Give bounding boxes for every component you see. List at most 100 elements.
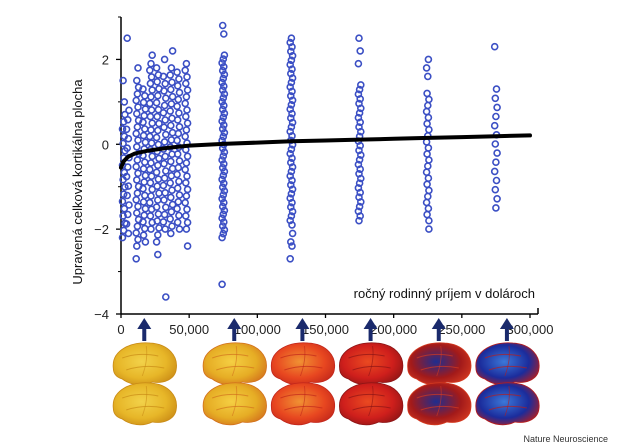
data-point — [355, 34, 363, 43]
data-point — [147, 59, 155, 68]
data-point — [219, 210, 228, 219]
data-point — [141, 158, 149, 166]
data-point — [491, 185, 500, 194]
data-point — [124, 134, 133, 143]
data-point — [174, 95, 183, 104]
x-tick-label: 250,000 — [438, 322, 485, 337]
data-point — [147, 192, 155, 200]
data-point — [181, 99, 189, 108]
data-point — [141, 105, 150, 113]
data-point — [147, 139, 156, 147]
data-point — [423, 119, 431, 128]
data-point — [354, 184, 363, 192]
data-point — [183, 106, 191, 114]
data-point — [119, 212, 127, 220]
data-point — [490, 121, 499, 130]
data-point — [134, 136, 142, 144]
data-point — [175, 88, 184, 97]
data-point — [288, 176, 296, 185]
data-point — [134, 64, 142, 72]
data-point — [154, 210, 163, 218]
data-point — [162, 167, 170, 175]
data-point — [161, 116, 169, 124]
data-point — [286, 149, 295, 158]
x-tick-label: 100,000 — [234, 322, 281, 337]
data-point — [354, 113, 363, 122]
data-point — [286, 181, 295, 189]
data-point — [286, 47, 295, 56]
data-point — [424, 144, 433, 152]
data-point — [132, 196, 140, 204]
data-point — [166, 179, 174, 187]
data-point — [220, 198, 228, 207]
data-point — [355, 216, 363, 225]
data-point — [134, 169, 142, 178]
data-point — [492, 176, 501, 185]
data-point — [139, 98, 148, 107]
data-point — [119, 118, 128, 126]
data-point — [286, 238, 295, 246]
data-point — [175, 177, 183, 186]
data-point — [288, 96, 297, 105]
data-point — [121, 183, 129, 191]
brain-map-medial — [475, 382, 540, 426]
data-point — [288, 185, 297, 194]
data-point — [424, 174, 433, 182]
data-point — [355, 109, 364, 117]
data-point — [288, 43, 296, 51]
data-point — [287, 56, 296, 65]
data-point — [162, 293, 170, 301]
data-point — [119, 139, 127, 148]
data-point — [168, 78, 176, 87]
data-point — [422, 64, 431, 72]
data-point — [175, 191, 184, 199]
y-tick-label: 2 — [102, 52, 109, 67]
data-point — [174, 129, 183, 138]
data-point — [159, 181, 168, 190]
x-tick-label: 300,000 — [507, 322, 554, 337]
data-point — [423, 210, 431, 219]
data-point — [168, 200, 177, 209]
data-point — [133, 123, 142, 131]
trend-line-layer — [119, 133, 532, 170]
data-point — [174, 163, 183, 172]
data-point — [159, 109, 168, 117]
data-point — [152, 238, 161, 246]
data-point — [141, 138, 150, 147]
data-point — [182, 93, 191, 101]
data-point — [162, 94, 170, 102]
brain-map-medial — [407, 382, 472, 426]
data-point — [154, 140, 163, 149]
x-tick-label: 200,000 — [370, 322, 417, 337]
data-point — [174, 198, 183, 206]
data-point — [146, 99, 154, 108]
data-point — [183, 172, 191, 180]
data-point — [423, 150, 431, 158]
data-point — [183, 86, 192, 94]
data-point — [220, 129, 229, 137]
data-point — [124, 182, 133, 190]
data-point — [141, 191, 149, 200]
data-point — [160, 123, 168, 132]
data-point — [160, 210, 169, 219]
data-point — [423, 192, 432, 201]
data-point — [152, 168, 161, 177]
data-point — [146, 198, 154, 207]
data-point — [146, 79, 155, 88]
data-point — [286, 254, 295, 263]
data-point — [220, 160, 228, 168]
data-point — [356, 47, 365, 55]
brain-map-medial — [339, 382, 404, 426]
data-point — [288, 51, 297, 60]
data-point — [160, 174, 169, 182]
data-point — [286, 203, 295, 211]
brain-map-lateral — [112, 342, 177, 386]
data-point — [168, 222, 176, 230]
data-point — [153, 78, 161, 86]
data-point — [287, 78, 296, 87]
data-point — [154, 161, 162, 170]
y-axis-label: Upravená celková kortikálna plocha — [70, 79, 85, 285]
data-point — [168, 92, 177, 101]
data-point — [134, 83, 143, 92]
data-point — [122, 220, 131, 228]
